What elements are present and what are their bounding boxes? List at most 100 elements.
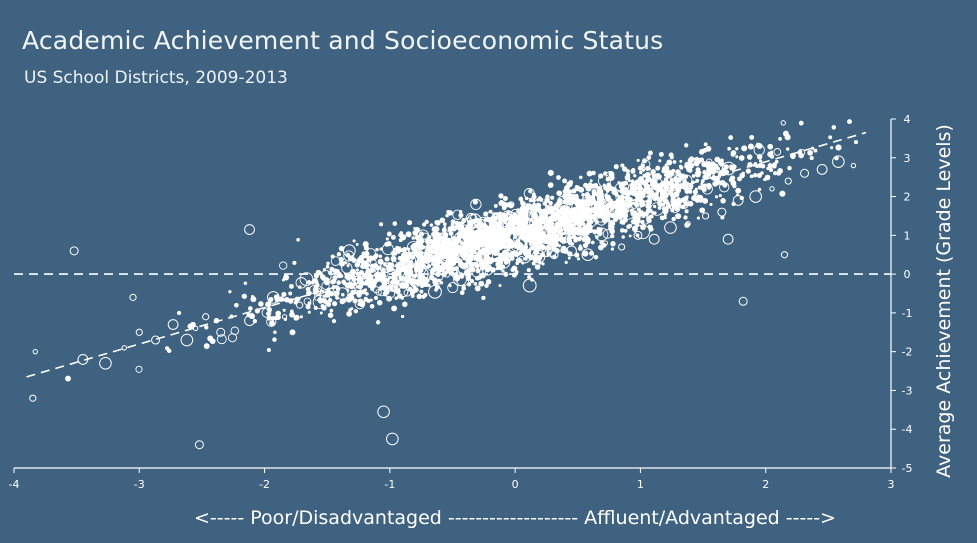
data-point	[639, 204, 643, 208]
data-point	[503, 271, 509, 277]
data-point	[448, 230, 454, 236]
data-point	[542, 221, 546, 225]
data-point	[663, 177, 669, 182]
data-point	[485, 279, 492, 285]
data-point	[474, 285, 481, 292]
data-point	[463, 246, 470, 253]
data-point	[397, 246, 402, 251]
data-point	[697, 185, 702, 190]
data-point	[546, 250, 550, 254]
data-point	[573, 223, 586, 236]
data-point	[704, 173, 710, 178]
data-point	[427, 247, 434, 254]
data-point	[284, 297, 290, 303]
data-point	[639, 170, 643, 175]
data-point	[439, 217, 446, 223]
data-point	[674, 206, 680, 212]
data-point	[594, 227, 609, 242]
data-point	[575, 236, 579, 240]
data-point	[688, 169, 692, 173]
data-point	[566, 196, 573, 203]
data-point	[709, 166, 713, 170]
data-point	[357, 257, 362, 262]
data-point	[631, 167, 636, 172]
data-point	[530, 245, 535, 251]
data-point	[619, 219, 625, 225]
data-point	[525, 250, 531, 257]
data-point	[639, 186, 643, 191]
data-point	[684, 222, 690, 228]
data-point	[658, 159, 662, 163]
data-point	[677, 197, 681, 201]
data-point	[639, 192, 646, 199]
axes: -4 -3 -2 -1 0 1 2 3 -5 -4 -3 -2 -1 0 1 2 3 4	[9, 113, 913, 491]
data-point	[619, 228, 625, 233]
data-point	[551, 208, 556, 212]
data-point	[717, 207, 727, 217]
data-point	[548, 215, 554, 221]
data-point	[509, 229, 514, 235]
data-point	[587, 224, 593, 230]
data-point	[298, 285, 302, 289]
data-point	[682, 179, 687, 184]
data-point	[663, 184, 670, 191]
data-point	[778, 137, 782, 141]
data-point	[282, 308, 286, 312]
data-point	[582, 222, 586, 226]
data-point	[194, 440, 204, 450]
data-point	[774, 159, 779, 164]
data-point	[630, 185, 635, 189]
data-point	[401, 264, 407, 269]
data-point	[261, 307, 272, 318]
data-point	[343, 261, 347, 265]
data-point	[520, 205, 525, 211]
data-point	[344, 274, 350, 280]
data-point	[736, 193, 739, 197]
data-point	[460, 220, 465, 225]
data-point	[564, 260, 568, 264]
data-point	[383, 262, 387, 267]
data-point	[649, 193, 655, 198]
data-point	[535, 206, 542, 213]
data-point	[491, 250, 496, 254]
data-point	[351, 257, 357, 263]
data-point	[550, 195, 555, 200]
data-point	[510, 251, 515, 256]
data-point	[336, 252, 342, 257]
data-point	[516, 213, 522, 219]
y-axis-title: Average Achievement (Grade Levels)	[933, 124, 955, 478]
data-point	[657, 205, 662, 210]
data-point	[167, 319, 179, 330]
data-point	[690, 180, 695, 185]
data-point	[655, 165, 661, 171]
data-point	[423, 259, 428, 264]
data-point	[375, 271, 381, 277]
data-point	[539, 226, 543, 230]
data-point	[660, 189, 664, 194]
data-point	[439, 281, 444, 285]
data-point	[747, 162, 753, 168]
x-axis-title: <----- Poor/Disadvantaged --------------…	[194, 507, 836, 529]
data-point	[326, 261, 330, 266]
x-tick-label: 0	[512, 478, 519, 491]
data-point	[595, 212, 601, 217]
data-point	[323, 276, 330, 283]
data-point	[472, 230, 478, 236]
data-point	[327, 298, 333, 303]
data-point	[591, 215, 596, 220]
data-point	[207, 335, 214, 342]
data-point	[490, 267, 496, 273]
data-point	[463, 262, 468, 267]
data-point	[617, 209, 624, 216]
data-point	[484, 232, 490, 238]
data-point	[329, 308, 334, 313]
data-point	[412, 273, 418, 279]
data-point	[437, 232, 442, 237]
data-point	[465, 212, 477, 224]
data-point	[512, 218, 519, 225]
data-point	[364, 262, 370, 269]
data-point	[544, 197, 550, 203]
data-point	[603, 204, 609, 210]
data-point	[769, 186, 775, 192]
data-point	[306, 280, 312, 285]
